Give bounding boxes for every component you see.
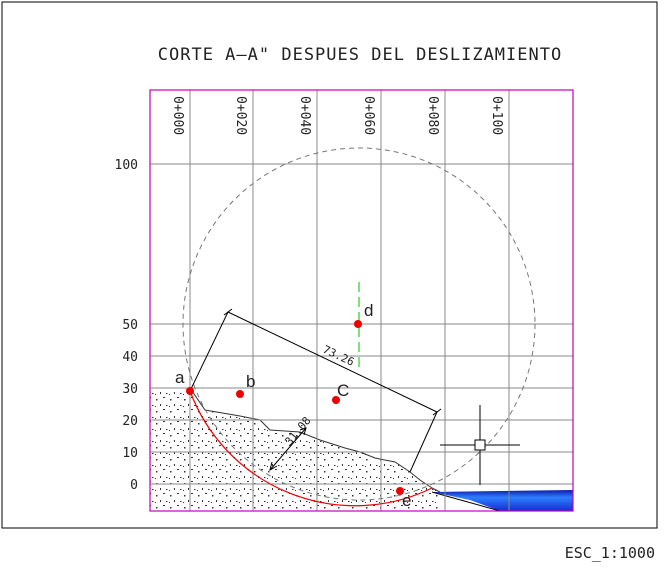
station-label: 0+020 [233,96,248,135]
water [432,490,573,511]
point [186,387,194,395]
elevation-label: 30 [122,382,138,397]
point-label: d [364,301,373,320]
point-label: e [402,491,411,510]
station-label: 0+040 [297,96,312,135]
point-label: b [246,372,255,391]
elevation-labels: 100 50 40 30 20 10 0 [115,158,138,493]
grid [150,90,573,511]
elevation-label: 0 [130,478,138,493]
point [396,487,404,495]
station-label: 0+080 [425,96,440,135]
station-label: 0+060 [361,96,376,135]
dimensions [189,308,442,473]
slip-surface [189,390,433,507]
elevation-label: 50 [122,318,138,333]
elevation-label: 10 [122,446,138,461]
elevation-label: 20 [122,414,138,429]
frame [1,1,658,529]
slip-circle [182,147,536,501]
station-labels: 0+000 0+020 0+040 0+060 0+080 0+100 [170,96,504,135]
point [236,390,244,398]
shore-line [431,491,501,512]
station-label: 0+100 [489,96,504,135]
terrain [150,387,441,511]
point-label: a [175,368,185,387]
scale-label: ESC_1:1000 [565,544,655,562]
cursor [440,405,520,485]
title: CORTE A–A" DESPUES DEL DESLIZAMIENTO [158,45,562,65]
point [354,320,362,328]
point [332,396,340,404]
elevation-label: 40 [122,350,138,365]
station-label: 0+000 [170,96,185,135]
points [186,320,404,495]
plot-border [149,89,574,512]
elevation-label: 100 [115,158,138,173]
point-label: C [337,381,349,400]
